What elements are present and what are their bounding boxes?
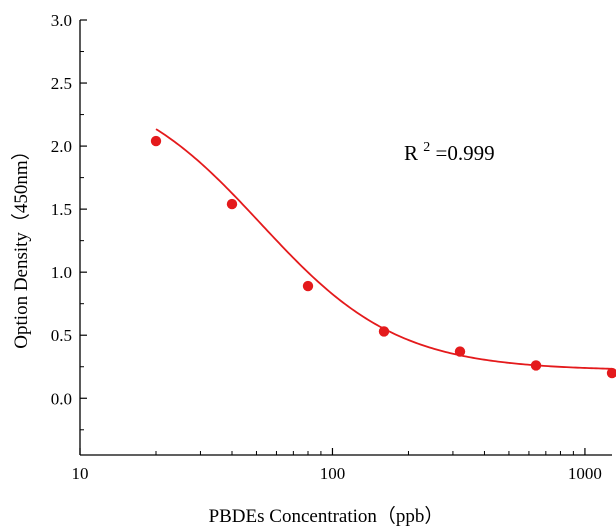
y-axis-title: Option Density（450nm） [10, 141, 32, 348]
x-tick-label: 10 [72, 464, 89, 483]
y-tick-label: 1.5 [51, 200, 72, 219]
data-point [530, 360, 542, 371]
data-point [454, 346, 466, 357]
y-tick-label: 2.5 [51, 74, 72, 93]
x-axis-title: PBDEs Concentration（ppb） [209, 505, 444, 527]
r-squared-base: R [404, 141, 418, 165]
y-tick-label: 0.5 [51, 326, 72, 345]
x-tick-label: 100 [320, 464, 346, 483]
r-squared-value: =0.999 [436, 141, 495, 165]
data-point [302, 280, 314, 292]
x-tick-label: 1000 [568, 464, 602, 483]
data-point [226, 198, 238, 210]
y-tick-label: 1.0 [51, 263, 72, 282]
y-axis-ticks: 0.0 0.5 1.0 1.5 2.0 2.5 3.0 [51, 11, 87, 431]
x-axis-ticks: 10 100 1000 [72, 448, 602, 483]
r-squared-superscript: 2 [423, 140, 430, 155]
y-tick-label: 2.0 [51, 137, 72, 156]
data-point [378, 326, 390, 337]
r-squared-annotation: R 2 =0.999 [404, 132, 495, 165]
data-points [150, 135, 616, 379]
axes [79, 20, 612, 456]
y-tick-label: 3.0 [51, 11, 72, 30]
data-point [606, 367, 616, 379]
y-tick-label: 0.0 [51, 389, 72, 408]
data-point [150, 135, 162, 147]
